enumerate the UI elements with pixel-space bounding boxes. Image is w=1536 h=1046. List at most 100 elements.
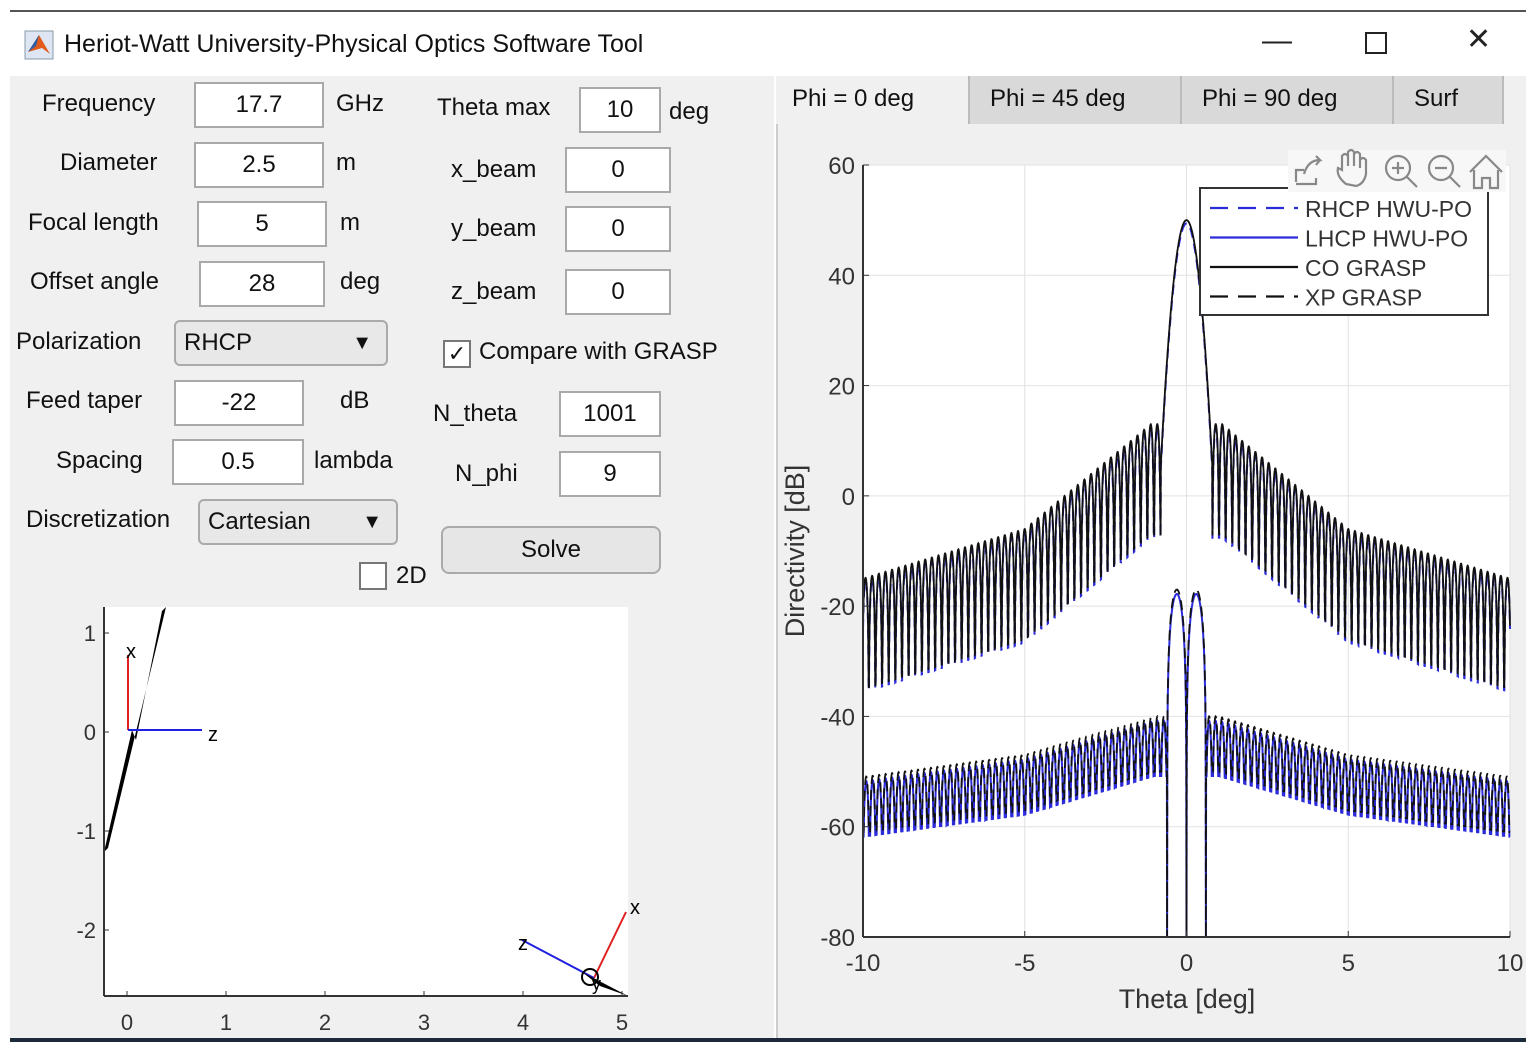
diameter-field[interactable]: 2.5 — [194, 142, 324, 188]
tab-phi-45[interactable]: Phi = 45 deg — [970, 76, 1182, 124]
matlab-icon — [24, 30, 54, 60]
close-button[interactable]: ✕ — [1466, 23, 1492, 56]
theta-max-field[interactable]: 10 — [579, 87, 661, 133]
top-border — [10, 10, 1526, 12]
n-phi-label: N_phi — [455, 460, 518, 487]
polarization-value: RHCP — [184, 329, 253, 356]
geometry-y-tick-label: -1 — [76, 819, 96, 844]
y-beam-label: y_beam — [451, 215, 537, 242]
y-tick-label: 60 — [828, 153, 855, 180]
focal-length-field[interactable]: 5 — [197, 201, 327, 247]
reflector-x-label: x — [126, 641, 136, 663]
y-beam-field[interactable]: 0 — [565, 206, 671, 252]
tab-surf[interactable]: Surf — [1394, 76, 1504, 124]
geometry-y-tick-label: 0 — [84, 720, 96, 745]
discretization-dropdown[interactable]: Cartesian ▼ — [198, 499, 398, 545]
discretization-value: Cartesian — [208, 508, 311, 535]
solve-button[interactable]: Solve — [441, 526, 661, 574]
x-axis-label: Theta [deg] — [1119, 984, 1256, 1014]
window-title: Heriot-Watt University-Physical Optics S… — [64, 30, 644, 58]
geometry-x-tick-label: 1 — [220, 1010, 232, 1035]
feed-x-axis — [593, 911, 627, 979]
legend: RHCP HWU-PO LHCP HWU-PO CO GRASP XP GRASP — [1199, 187, 1489, 316]
tab-phi-90[interactable]: Phi = 90 deg — [1182, 76, 1394, 124]
zoom-in-icon[interactable] — [1384, 154, 1418, 188]
directivity-chart: -10 -5 0 5 10 60 40 20 0 -20 -40 -60 -80 Theta [deg]… — [780, 148, 1524, 1014]
feed-z-label: z — [518, 933, 528, 955]
y-axis-label: Directivity [dB] — [780, 465, 810, 638]
z-beam-field[interactable]: 0 — [565, 269, 671, 315]
feed-y-label: y — [592, 974, 601, 994]
z-beam-label: z_beam — [451, 278, 537, 305]
spacing-label: Spacing — [56, 447, 143, 474]
offset-angle-unit: deg — [340, 268, 381, 295]
offset-angle-field[interactable]: 28 — [199, 261, 325, 307]
polarization-dropdown[interactable]: RHCP ▼ — [174, 320, 388, 366]
frequency-unit: GHz — [336, 90, 384, 117]
y-tick-label: -80 — [820, 925, 855, 952]
focal-length-unit: m — [340, 209, 360, 236]
spacing-unit: lambda — [314, 447, 393, 474]
export-icon[interactable] — [1294, 155, 1323, 186]
feed-taper-field[interactable]: -22 — [174, 380, 304, 426]
tab-phi-0[interactable]: Phi = 0 deg — [776, 76, 970, 124]
geometry-x-tick-label: 5 — [616, 1010, 628, 1035]
legend-label: LHCP HWU-PO — [1305, 226, 1468, 252]
x-tick-label: 5 — [1342, 950, 1355, 977]
legend-label: CO GRASP — [1305, 255, 1426, 281]
title-bar — [10, 14, 1526, 76]
legend-label: XP GRASP — [1305, 285, 1422, 311]
feed-taper-label: Feed taper — [26, 387, 143, 414]
2d-label: 2D — [396, 562, 427, 589]
diameter-label: Diameter — [60, 149, 158, 176]
x-tick-label: 10 — [1497, 950, 1524, 977]
n-theta-label: N_theta — [433, 400, 518, 427]
y-tick-label: 20 — [828, 374, 855, 401]
dropdown-arrow-icon: ▼ — [362, 511, 382, 533]
series-line-co-grasp — [862, 219, 1511, 688]
frequency-label: Frequency — [42, 90, 156, 117]
maximize-button[interactable] — [1365, 32, 1387, 54]
legend-label: RHCP HWU-PO — [1305, 196, 1472, 222]
compare-grasp-checkbox[interactable]: ✓ — [443, 340, 471, 368]
frequency-field[interactable]: 17.7 — [194, 82, 324, 128]
n-phi-field[interactable]: 9 — [559, 451, 661, 497]
minimize-button[interactable]: — — [1262, 24, 1292, 57]
feed-z-axis — [521, 939, 595, 979]
pan-icon[interactable] — [1336, 148, 1368, 188]
geometry-x-tick-label: 4 — [517, 1010, 529, 1035]
theta-max-label: Theta max — [437, 94, 551, 121]
bottom-border — [10, 1038, 1526, 1042]
x-tick-label: 0 — [1180, 950, 1193, 977]
feed-x-label: x — [630, 897, 640, 919]
feed-y-axis — [581, 968, 599, 986]
n-theta-field[interactable]: 1001 — [559, 391, 661, 437]
y-tick-label: 0 — [842, 484, 855, 511]
dropdown-arrow-icon: ▼ — [352, 332, 372, 354]
spacing-field[interactable]: 0.5 — [172, 439, 304, 485]
plot-toolbar — [1288, 148, 1506, 192]
theta-max-unit: deg — [669, 98, 710, 125]
y-tick-label: 40 — [828, 263, 855, 290]
polarization-label: Polarization — [16, 328, 142, 355]
x-beam-label: x_beam — [451, 156, 537, 183]
geometry-y-tick-label: 1 — [84, 621, 96, 646]
geometry-x-tick-label: 0 — [121, 1010, 133, 1035]
focal-length-label: Focal length — [28, 209, 159, 236]
feed-taper-unit: dB — [340, 387, 370, 414]
2d-checkbox[interactable] — [359, 562, 387, 590]
reflector-surface — [104, 607, 166, 852]
home-icon[interactable] — [1469, 154, 1503, 190]
geometry-x-tick-label: 3 — [418, 1010, 430, 1035]
reflector-z-label: z — [208, 724, 218, 746]
zoom-out-icon[interactable] — [1427, 154, 1461, 188]
geometry-axes-area — [104, 607, 628, 995]
x-tick-label: -5 — [1014, 950, 1035, 977]
diameter-unit: m — [336, 149, 356, 176]
x-beam-field[interactable]: 0 — [565, 147, 671, 193]
geometry-plot: 0 1 2 3 4 5 1 0 -1 -2 x z x z y — [76, 607, 640, 1035]
y-tick-label: -20 — [820, 594, 855, 621]
offset-angle-label: Offset angle — [30, 268, 159, 295]
geometry-y-tick-label: -2 — [76, 918, 96, 943]
y-tick-label: -60 — [820, 815, 855, 842]
